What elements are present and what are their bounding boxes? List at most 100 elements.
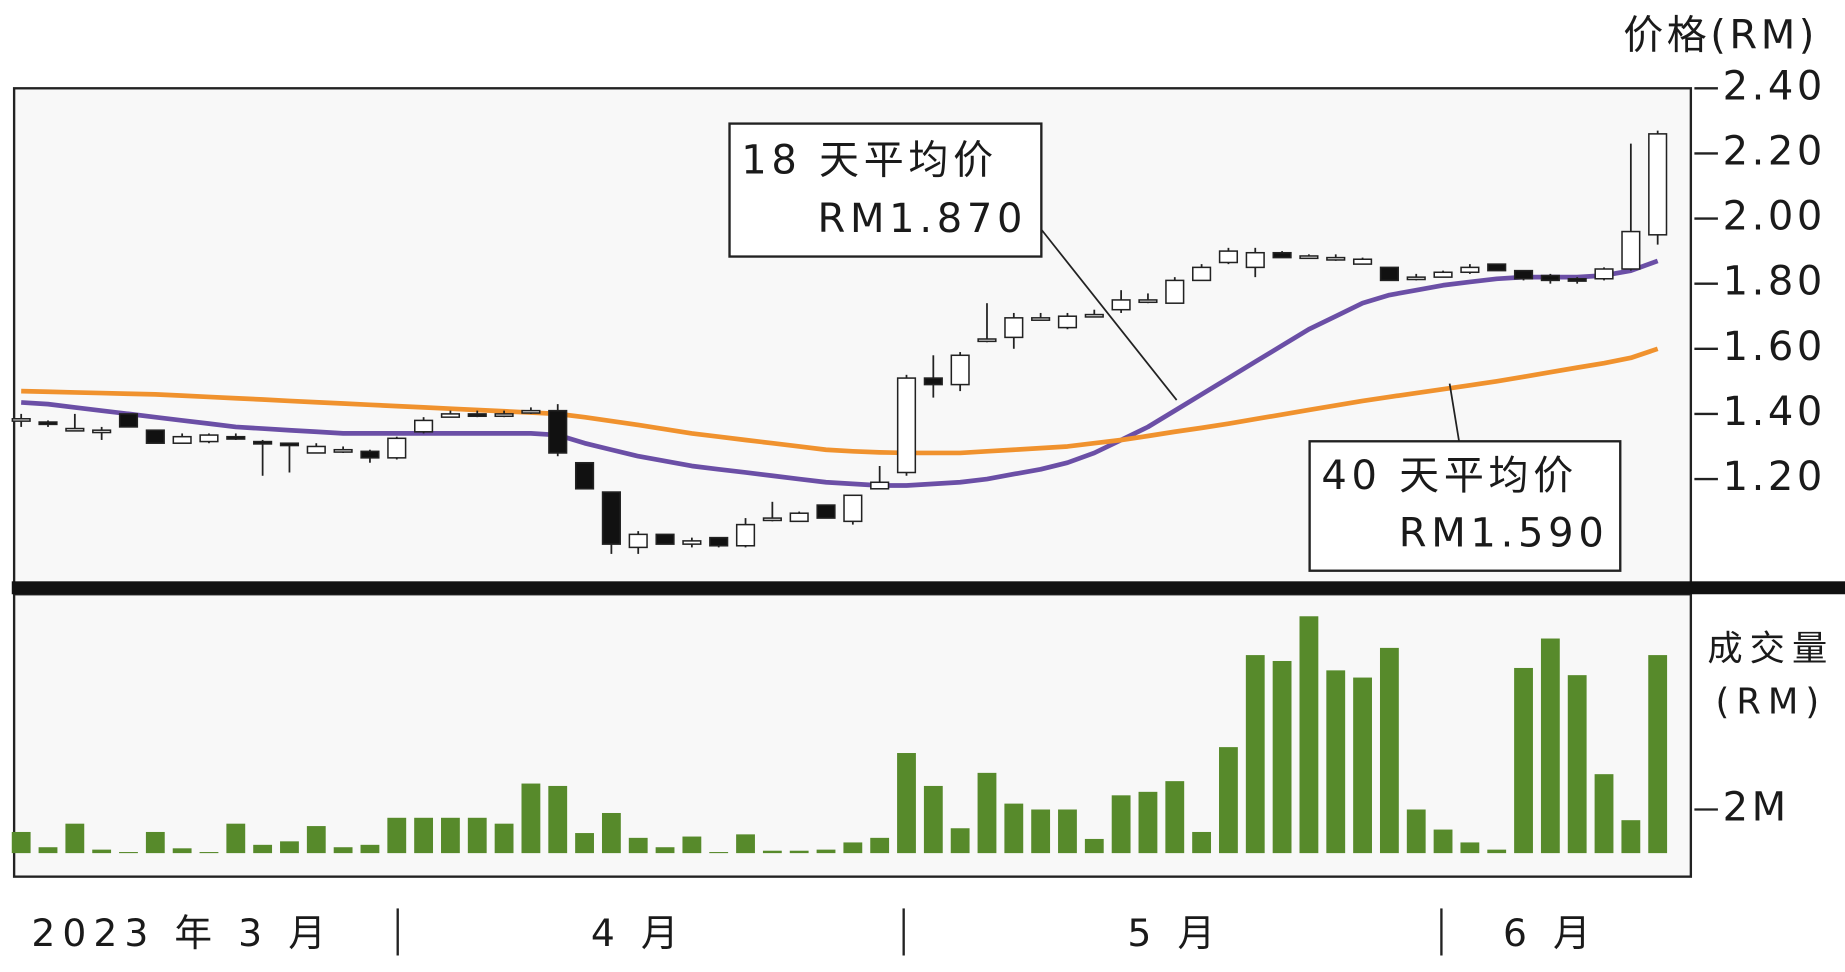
candle-body [333,448,353,453]
volume-bar [548,785,568,854]
volume-bar [1111,795,1131,854]
candle-body [762,517,782,522]
volume-bar [1272,660,1292,854]
candle-body [1513,269,1534,280]
volume-bar [923,785,943,854]
candle-body [1487,263,1507,272]
price-axis-title: 价格(RM) [1623,13,1818,59]
candle-body [1621,230,1641,270]
volume-bar [467,817,487,854]
annotation-title: 40 天平均价 [1321,453,1578,499]
candle-body [923,377,943,386]
candle-body [735,523,756,547]
candle-body [601,491,621,545]
candle-body [682,540,702,545]
candle-body [1218,250,1239,264]
volume-axis-title: 成交量 [1707,629,1834,670]
candle-body [11,418,31,422]
candle-body [92,429,112,434]
volume-bar [682,836,702,854]
candle-body [38,421,58,426]
candle-body [521,409,541,414]
volume-bar [145,831,165,854]
volume-bar [199,852,219,854]
leader-line [1448,383,1460,442]
volume-bar [38,847,58,854]
candle-body [199,434,219,443]
volume-bar [1219,747,1238,854]
volume-bar [1406,809,1426,854]
candle-body [1031,317,1051,321]
moving-average-line [21,346,1659,456]
candle-body [950,354,970,386]
candle-body [896,377,917,474]
volume-bar [870,837,890,854]
candle-body [1433,271,1453,278]
annotation-title: 18 天平均价 [741,137,998,183]
x-tick-label: 5 月 [1127,911,1222,955]
candle-body [1406,276,1426,281]
candle-body [655,533,675,545]
y-tick-label: 2.00 [1723,194,1826,240]
candle-body [226,435,246,440]
volume-bar [521,783,541,854]
candle-body [440,413,461,418]
volume-bar [280,841,299,854]
candle-body [494,413,514,418]
volume-bar [575,833,594,854]
volume-bar [1084,838,1104,854]
candle-body [253,440,273,445]
candle-body [816,504,836,519]
candle-body [1460,266,1480,274]
candle-body [574,461,595,490]
volume-bar [1487,849,1507,854]
volume-bar [1299,616,1319,854]
candle-body [1567,278,1587,282]
volume-bar [441,817,460,854]
volume-bar [1245,655,1265,854]
candle-body [1299,255,1319,260]
candle-body [1111,299,1131,311]
candle-body [843,494,863,523]
volume-bar [950,828,970,854]
volume-bar [1514,667,1533,854]
candle-body [1165,279,1185,304]
volume-bar [119,852,138,854]
candle-body [1594,268,1614,280]
candle-body [360,450,380,459]
volume-bar [1594,774,1614,854]
candle-body [1245,251,1265,269]
candle-body [118,413,139,428]
volume-bar [333,847,353,854]
candle-body [548,409,568,454]
candle-body [172,435,192,444]
volume-bar [1058,809,1077,854]
y-tick-label: 1.60 [1723,324,1826,370]
candle-body [387,437,407,459]
volume-bar [977,772,997,854]
candle-body [1138,299,1158,304]
candle-body [1352,258,1373,265]
volume-bar [897,753,916,854]
volume-bar [736,834,755,854]
volume-bar [655,847,675,854]
x-tick-label: 2023 年 3 月 [31,911,333,955]
y-tick-label: 1.40 [1723,389,1826,435]
volume-bar [1326,670,1346,854]
volume-bar [1621,820,1641,854]
candle-body [628,533,648,549]
candle-body [1648,133,1668,236]
candle-body [1084,313,1104,318]
y-tick-label: 2.20 [1723,128,1826,174]
candle-body [145,429,165,444]
panel-divider [11,581,1845,595]
volume-bar [1433,829,1453,854]
volume-bar [172,848,192,854]
volume-bar [1648,655,1668,854]
candle-body [789,512,809,523]
annotation-value: RM1.590 [1399,510,1609,556]
candle-body [1540,274,1560,282]
x-tick-label: 4 月 [591,911,686,955]
candle-body [1192,266,1212,282]
